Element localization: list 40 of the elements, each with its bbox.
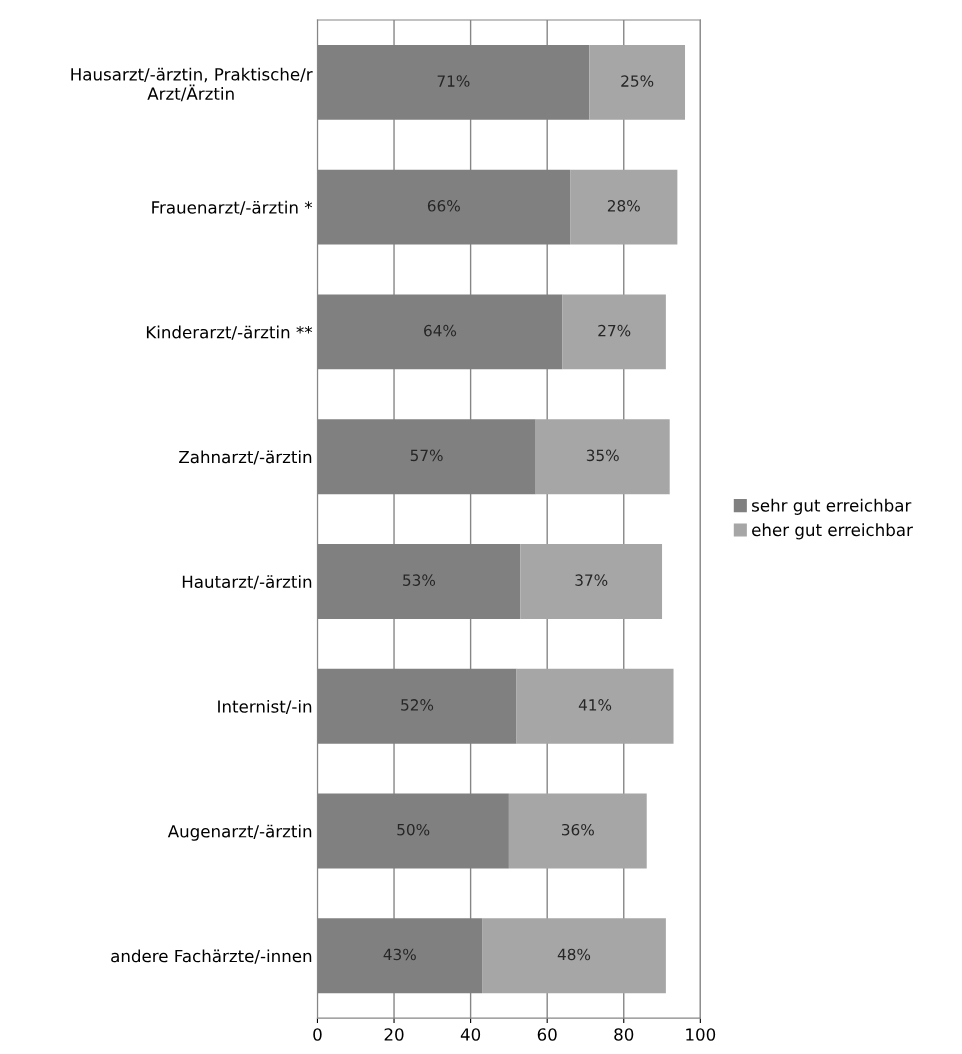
data-label: 41% xyxy=(578,699,612,711)
data-label: 50% xyxy=(397,823,430,836)
x-tick-label: 60 xyxy=(537,1028,557,1041)
data-label: 66% xyxy=(427,200,460,212)
data-label: 36% xyxy=(562,823,594,836)
x-tick-label: 100 xyxy=(686,1028,716,1041)
x-tick-label: 40 xyxy=(460,1028,481,1041)
x-tick-label: 80 xyxy=(614,1028,634,1041)
x-tick-label: 0 xyxy=(313,1028,322,1041)
bar xyxy=(520,544,663,619)
y-tick-label: Internist/-in xyxy=(218,699,312,715)
y-tick-label: andere Fachärzte/-innen xyxy=(111,949,312,964)
legend-label: eher gut erreichbar xyxy=(752,523,913,540)
data-label: 57% xyxy=(410,449,443,462)
data-label: 52% xyxy=(401,699,434,711)
data-label: 27% xyxy=(598,324,631,337)
data-label: 64% xyxy=(424,324,457,337)
bar xyxy=(562,294,666,370)
data-label: 43% xyxy=(383,948,416,961)
y-tick-label: Augenarzt/-ärztin xyxy=(167,824,312,841)
bar xyxy=(508,793,647,869)
data-label: 25% xyxy=(621,75,654,87)
data-label: 71% xyxy=(437,75,470,87)
bar xyxy=(589,44,686,120)
data-label: 37% xyxy=(575,574,608,586)
y-tick-label: Frauenarzt/-ärztin * xyxy=(152,200,313,216)
y-tick-label: Zahnarzt/-ärztin xyxy=(179,450,312,465)
y-tick-label: Kinderarzt/-ärztin ** xyxy=(146,325,313,340)
y-tick-label: Hausarzt/-ärztin, Praktische/r Arzt/Ärztin xyxy=(71,67,313,102)
x-tick-label: 20 xyxy=(384,1028,404,1041)
bar xyxy=(516,668,674,744)
data-label: 53% xyxy=(403,574,436,586)
bar xyxy=(535,419,670,495)
legend-label: sehr gut erreichbar xyxy=(752,498,912,515)
data-label: 28% xyxy=(607,200,640,212)
y-tick-label: Hautarzt/-ärztin xyxy=(182,575,312,590)
data-label: 35% xyxy=(586,449,619,462)
bar xyxy=(570,169,678,245)
data-label: 48% xyxy=(557,948,591,961)
bar xyxy=(482,918,666,994)
